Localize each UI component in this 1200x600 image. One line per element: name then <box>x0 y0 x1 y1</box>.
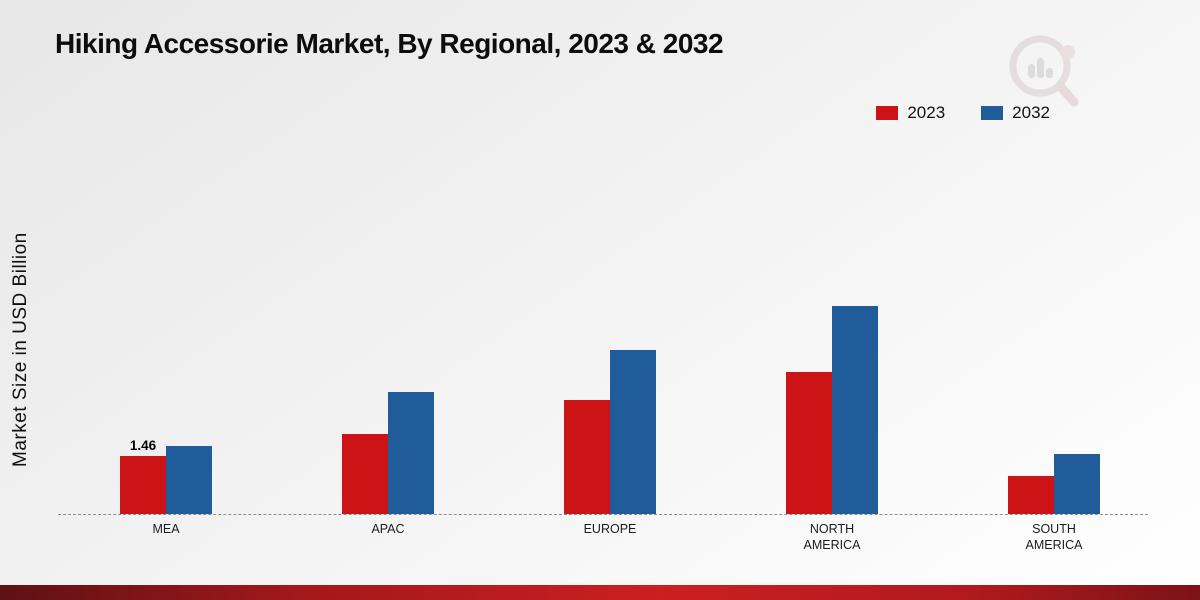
bar-value-label-2023-mea: 1.46 <box>129 438 157 453</box>
plot-area: 1.46 MEA APAC EUROPE NORTH AMERICA SOUTH AMER… <box>55 0 1165 600</box>
category-label-europe: EUROPE <box>583 522 637 536</box>
category-label-mea: MEA <box>152 522 180 536</box>
bar-pair-europe <box>564 350 656 514</box>
bar-column-2032-apac <box>388 392 434 514</box>
bar-2032-mea <box>166 446 212 514</box>
bar-column-2023-south-america <box>1008 476 1054 514</box>
bar-2032-apac <box>388 392 434 514</box>
category-group-europe: EUROPE <box>499 0 721 600</box>
legend-item-2023: 2023 <box>876 103 945 123</box>
bar-column-2023-north-america <box>786 372 832 514</box>
bar-column-2023-mea: 1.46 <box>120 438 166 514</box>
bar-column-2023-apac <box>342 434 388 514</box>
bar-column-2032-europe <box>610 350 656 514</box>
bar-pair-apac <box>342 392 434 514</box>
legend: 2023 2032 <box>876 103 1050 123</box>
category-group-south-america: SOUTH AMERICA <box>943 0 1165 600</box>
bar-pair-north-america <box>786 306 878 514</box>
bar-2032-north-america <box>832 306 878 514</box>
legend-label-2032: 2032 <box>1012 103 1050 122</box>
category-label-apac: APAC <box>371 522 405 536</box>
bar-2023-europe <box>564 400 610 514</box>
category-group-mea: 1.46 MEA <box>55 0 277 600</box>
bar-2023-mea <box>120 456 166 514</box>
bar-2032-europe <box>610 350 656 514</box>
category-label-north-america: NORTH AMERICA <box>803 522 861 552</box>
bar-column-2032-north-america <box>832 306 878 514</box>
brand-logo-watermark <box>1009 35 1079 107</box>
bar-2023-north-america <box>786 372 832 514</box>
bar-pair-mea: 1.46 <box>120 438 212 514</box>
legend-swatch-2023 <box>876 106 899 120</box>
legend-item-2032: 2032 <box>981 103 1050 123</box>
bar-column-2032-south-america <box>1054 454 1100 514</box>
x-axis-baseline <box>58 514 1148 515</box>
bar-pair-south-america <box>1008 454 1100 514</box>
bar-2023-south-america <box>1008 476 1054 514</box>
category-label-south-america: SOUTH AMERICA <box>1025 522 1083 552</box>
bar-column-2023-europe <box>564 400 610 514</box>
category-group-apac: APAC <box>277 0 499 600</box>
bar-2032-south-america <box>1054 454 1100 514</box>
category-group-north-america: NORTH AMERICA <box>721 0 943 600</box>
bottom-accent-band <box>0 585 1200 600</box>
legend-label-2023: 2023 <box>907 103 946 122</box>
bar-column-2032-mea <box>166 446 212 514</box>
legend-swatch-2032 <box>981 106 1004 120</box>
bar-2023-apac <box>342 434 388 514</box>
y-axis-label: Market Size in USD Billion <box>10 232 31 468</box>
page-title: Hiking Accessorie Market, By Regional, 2… <box>55 28 724 59</box>
